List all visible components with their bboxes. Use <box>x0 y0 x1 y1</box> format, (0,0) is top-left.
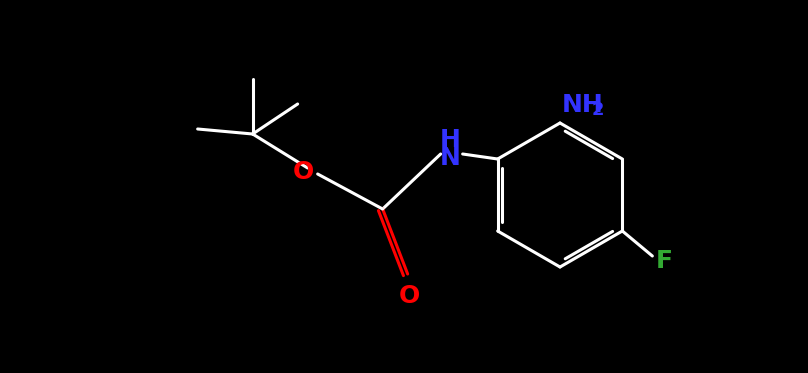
Text: H: H <box>440 128 461 152</box>
Text: F: F <box>655 249 672 273</box>
Text: N: N <box>440 146 461 170</box>
Text: 2: 2 <box>592 101 604 119</box>
Text: O: O <box>293 160 314 184</box>
Text: NH: NH <box>562 93 604 117</box>
Text: O: O <box>399 284 420 308</box>
